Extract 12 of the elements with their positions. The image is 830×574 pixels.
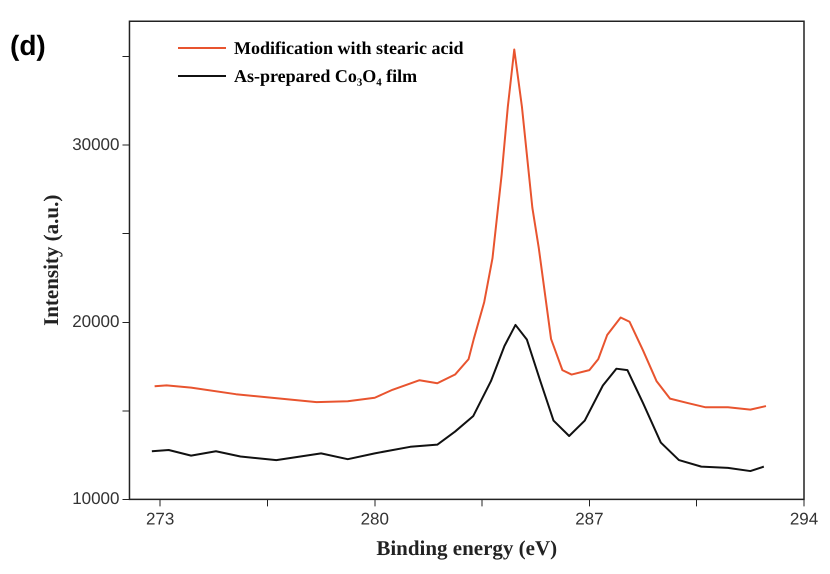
x-tick-label: 280 xyxy=(360,509,389,528)
x-tick-label: 294 xyxy=(790,509,818,528)
y-tick-label: 10000 xyxy=(72,489,120,508)
chart-title: (d) xyxy=(10,30,46,62)
x-tick-label: 287 xyxy=(575,509,604,528)
legend-label: As-prepared Co₃O₄ film xyxy=(234,65,418,88)
x-axis-title: Binding energy (eV) xyxy=(376,536,558,560)
y-axis-title: Intensity (a.u.) xyxy=(39,194,64,326)
x-tick-label: 273 xyxy=(146,509,174,528)
y-tick-label: 30000 xyxy=(72,134,120,154)
y-tick-label: 20000 xyxy=(72,312,120,331)
legend-label: Modification with stearic acid xyxy=(234,37,464,60)
